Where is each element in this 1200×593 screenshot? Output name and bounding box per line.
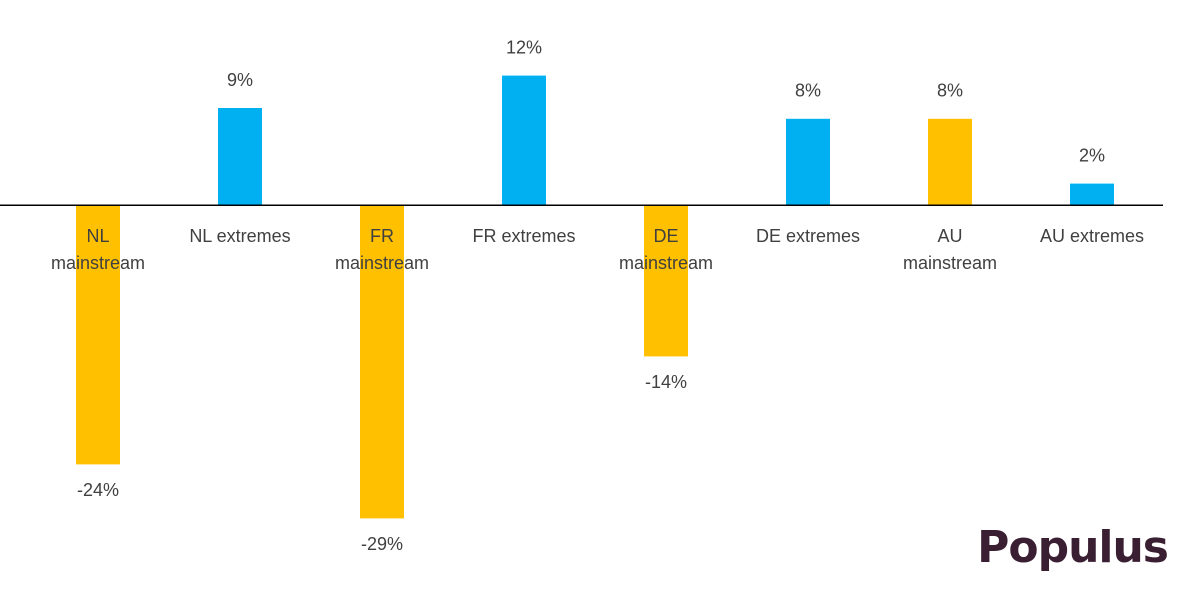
logo: Populus bbox=[977, 522, 1169, 573]
data-label: 9% bbox=[227, 70, 253, 90]
bar bbox=[502, 75, 546, 206]
x-tick-label: DE extremes bbox=[755, 226, 861, 247]
x-tick-label: DE mainstream bbox=[618, 226, 714, 274]
x-tick-label: FR mainstream bbox=[334, 226, 430, 274]
bar bbox=[928, 118, 972, 206]
bar bbox=[360, 205, 404, 519]
bar bbox=[76, 205, 120, 465]
data-label: 12% bbox=[506, 37, 542, 57]
x-tick-label: AU extremes bbox=[1039, 226, 1145, 247]
data-label: 8% bbox=[795, 81, 821, 101]
bar bbox=[218, 108, 262, 206]
data-label: 8% bbox=[937, 81, 963, 101]
data-label: -14% bbox=[645, 372, 687, 392]
x-tick-label: FR extremes bbox=[472, 226, 576, 247]
x-tick-label: AU mainstream bbox=[902, 226, 998, 274]
bar bbox=[1070, 183, 1114, 206]
x-tick-label: NL extremes bbox=[189, 226, 291, 247]
x-tick-label: NL mainstream bbox=[50, 226, 146, 274]
data-label: -24% bbox=[77, 480, 119, 500]
data-label: 2% bbox=[1079, 145, 1105, 165]
bar bbox=[644, 205, 688, 357]
bar bbox=[786, 118, 830, 206]
data-label: -29% bbox=[361, 534, 403, 554]
